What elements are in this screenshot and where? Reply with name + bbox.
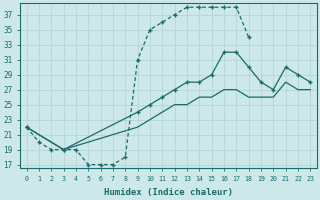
X-axis label: Humidex (Indice chaleur): Humidex (Indice chaleur): [104, 188, 233, 197]
